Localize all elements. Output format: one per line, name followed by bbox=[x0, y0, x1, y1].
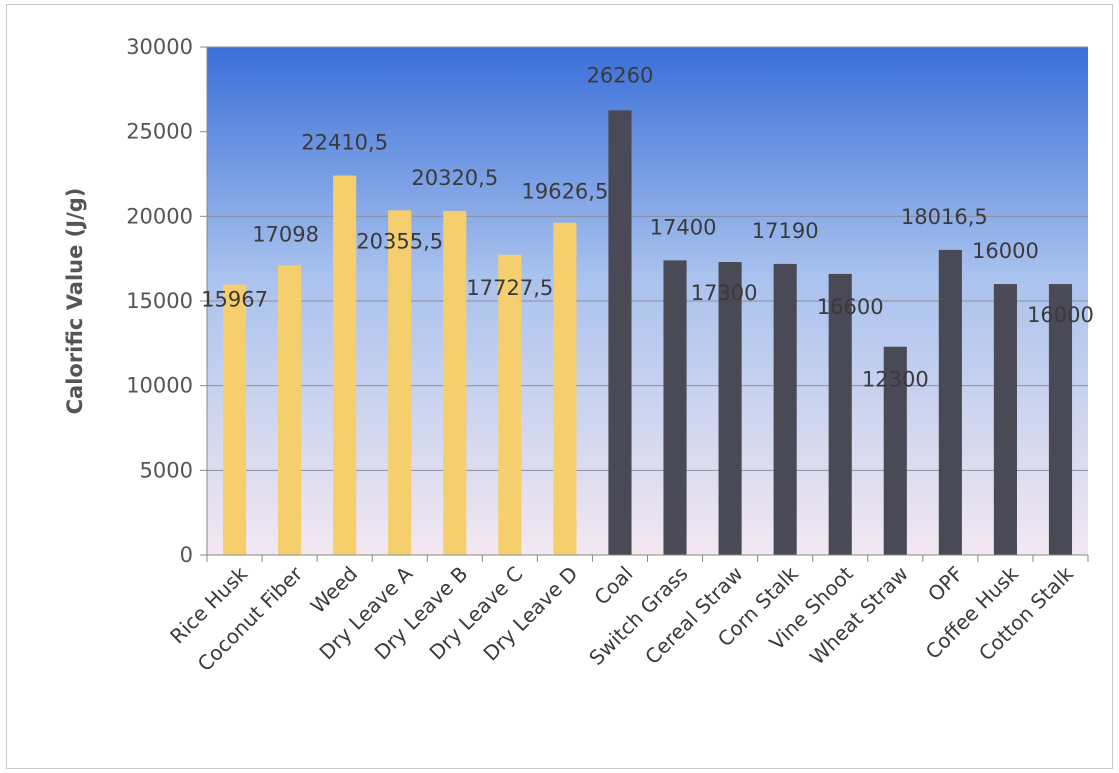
data-label: 16000 bbox=[972, 239, 1039, 263]
y-axis-title: Calorific Value (J/g) bbox=[63, 188, 87, 415]
bar bbox=[718, 262, 742, 555]
data-label: 12300 bbox=[862, 368, 929, 392]
data-label: 22410,5 bbox=[301, 131, 388, 155]
x-tick-label: Wheat Straw bbox=[805, 562, 913, 670]
y-tick-label: 25000 bbox=[126, 120, 193, 144]
data-label: 16000 bbox=[1027, 303, 1094, 327]
data-label: 20355,5 bbox=[356, 229, 443, 253]
bar bbox=[553, 222, 577, 555]
data-label: 20320,5 bbox=[411, 166, 498, 190]
data-label: 16600 bbox=[817, 295, 884, 319]
y-tick-label: 20000 bbox=[126, 204, 193, 228]
bar bbox=[883, 346, 907, 555]
y-tick-label: 30000 bbox=[126, 35, 193, 59]
y-tick-label: 0 bbox=[180, 543, 193, 567]
bar bbox=[938, 249, 962, 555]
data-label: 17727,5 bbox=[466, 276, 553, 300]
bars bbox=[222, 110, 1073, 556]
data-label: 17300 bbox=[691, 281, 758, 305]
data-label: 17190 bbox=[752, 219, 819, 243]
bar bbox=[498, 254, 522, 555]
data-label: 19626,5 bbox=[521, 180, 608, 204]
data-label: 17098 bbox=[252, 222, 319, 246]
x-tick-label: Coal bbox=[589, 562, 637, 610]
bar bbox=[1048, 284, 1073, 555]
bar bbox=[828, 273, 852, 555]
bar bbox=[278, 265, 302, 555]
bar bbox=[663, 260, 687, 555]
y-tick-label: 5000 bbox=[140, 458, 193, 482]
data-label: 26260 bbox=[587, 63, 654, 87]
bar bbox=[773, 263, 797, 555]
data-labels: 15967 17098 22410,5 20355,5 20320,5 17727,5 19… bbox=[201, 63, 1094, 391]
data-label: 17400 bbox=[650, 215, 717, 239]
bar bbox=[388, 210, 412, 555]
bar bbox=[222, 284, 247, 555]
y-tick-label: 10000 bbox=[126, 374, 193, 398]
data-label: 18016,5 bbox=[901, 205, 988, 229]
bar bbox=[608, 110, 632, 556]
bar bbox=[993, 284, 1017, 555]
x-tick-label: OPF bbox=[923, 562, 968, 607]
bar bbox=[443, 210, 467, 556]
y-tick-label: 15000 bbox=[126, 289, 193, 313]
bar bbox=[333, 175, 357, 555]
data-label: 15967 bbox=[201, 288, 268, 312]
